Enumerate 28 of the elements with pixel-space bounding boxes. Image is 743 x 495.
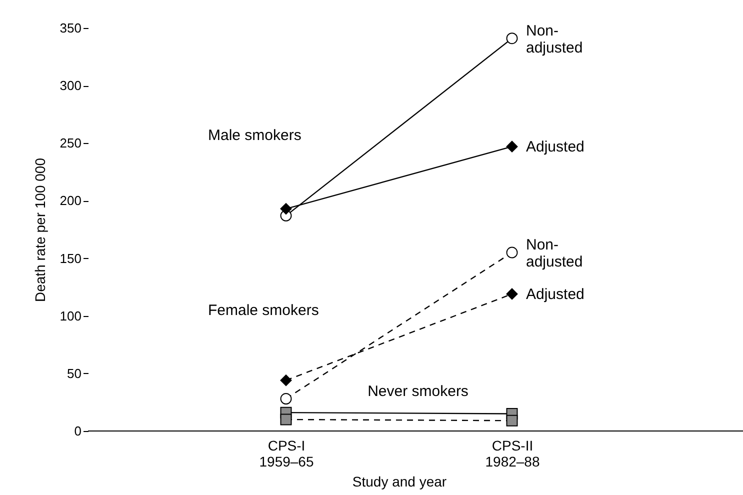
y-tick-label: 200 [60,193,82,208]
y-axis-title: Death rate per 100 000 [32,158,48,302]
point [506,414,518,426]
y-tick-label: 50 [67,366,82,381]
annotation: Female smokers [208,302,319,319]
y-tick-label: 150 [60,250,82,266]
point [506,288,518,300]
annotation: Never smokers [368,383,468,400]
y-tick-label: 100 [60,308,82,324]
annotation: Male smokers [208,127,302,144]
series-label: Non- adjusted [526,236,583,271]
point [506,246,518,258]
x-axis-title: Study and year [352,474,447,490]
series-label: Adjusted [526,286,584,303]
y-tick-label: 0 [74,424,82,438]
x-tick-label: CPS-II 1982–88 [485,438,540,470]
point [280,414,292,426]
point [280,393,292,404]
y-tick-label: 300 [60,78,82,94]
y-tick-label: 350 [60,20,82,36]
point [506,32,518,44]
point [506,140,518,152]
y-tick-label: 250 [60,136,82,151]
point [280,374,292,386]
series-label: Adjusted [526,138,584,156]
x-tick-label: CPS-I 1959–65 [259,438,314,470]
point [280,203,292,215]
series-label: Non- adjusted [526,22,583,56]
